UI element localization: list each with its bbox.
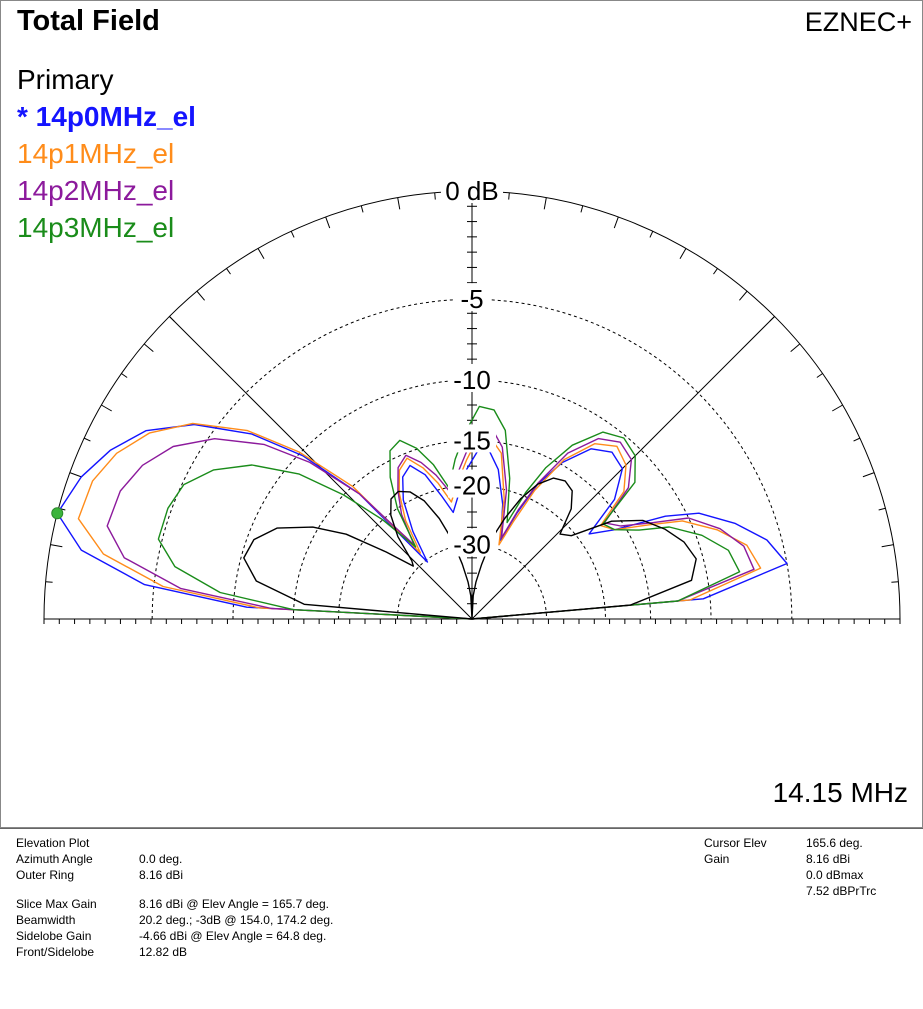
ring-label: -30	[453, 529, 491, 559]
polar-grid	[43, 190, 901, 624]
ring-tick	[257, 248, 265, 259]
ring-tick	[45, 581, 53, 583]
info-label: Azimuth Angle	[16, 852, 93, 866]
plot-area[interactable]: 0 dB -5 -10 -15 -20 -30 Total Field EZNEC+ Pr…	[0, 0, 923, 828]
ring-tick	[790, 343, 801, 352]
ring-tick	[649, 230, 654, 238]
elevation-polar-chart[interactable]: 0 dB -5 -10 -15 -20 -30	[1, 1, 922, 827]
ring-tick	[580, 205, 584, 213]
ring-tick	[891, 581, 899, 583]
info-value: 12.82 dB	[139, 945, 188, 959]
info-left-labels: Elevation Plot Azimuth Angle Outer Ring …	[16, 835, 136, 960]
ring-label-bg	[448, 364, 496, 393]
frequency-label: 14.15 MHz	[772, 777, 908, 808]
info-label: Slice Max Gain	[16, 897, 97, 911]
grid-ring	[232, 379, 712, 620]
ring-tick	[679, 248, 687, 259]
ring-tick	[816, 373, 823, 378]
ring-label: 0 dB	[445, 176, 499, 206]
ring-tick	[543, 197, 547, 210]
info-label	[704, 867, 804, 883]
grid-ring	[151, 298, 793, 620]
legend-primary-label: Primary	[17, 64, 114, 95]
legend-item[interactable]: * 14p0MHz_el	[17, 101, 196, 132]
info-panel: Elevation Plot Azimuth Angle Outer Ring …	[0, 828, 923, 1009]
info-value: 0.0 deg.	[139, 852, 183, 866]
ring-label-bg	[448, 528, 496, 557]
info-label: Cursor Elev	[704, 836, 767, 850]
ring-tick	[739, 290, 748, 301]
ring-tick	[83, 437, 91, 442]
grid-spoke	[471, 316, 775, 620]
ring-tick	[290, 230, 295, 238]
ring-tick	[832, 404, 843, 412]
legend-item[interactable]: 14p1MHz_el	[17, 138, 175, 169]
info-value: 0.0 dBmax	[806, 868, 864, 882]
ring-tick	[862, 472, 875, 478]
ring-tick	[713, 268, 718, 275]
info-value: 165.6 deg.	[806, 836, 863, 850]
ring-tick	[397, 197, 401, 210]
info-value: 20.2 deg.; -3dB @ 154.0, 174.2 deg.	[139, 913, 334, 927]
trace-14p1MHz_el	[77, 422, 762, 620]
ring-tick	[121, 373, 128, 378]
info-label: Beamwidth	[16, 913, 76, 927]
ring-tick	[613, 216, 619, 229]
ring-tick	[325, 216, 331, 229]
info-label: Elevation Plot	[16, 836, 90, 850]
info-value	[139, 835, 499, 851]
ring-tick	[143, 343, 154, 352]
ring-label: -10	[453, 365, 491, 395]
ring-tick	[196, 290, 205, 301]
ring-tick	[360, 205, 364, 213]
ring-tick	[434, 192, 436, 200]
cursor-dot	[51, 507, 64, 520]
pattern-traces	[56, 405, 788, 620]
ring-label: -15	[453, 425, 491, 455]
app-brand: EZNEC+	[804, 7, 912, 37]
ring-label-bg	[441, 175, 503, 203]
ring-label: -20	[453, 471, 491, 501]
info-label	[704, 883, 804, 899]
grid-ring	[292, 439, 652, 620]
info-label: Gain	[704, 852, 730, 866]
ring-tick	[769, 316, 775, 322]
info-value: 7.52 dBPrTrc	[806, 884, 877, 898]
trace-reference	[243, 477, 697, 620]
ring-label: -5	[460, 284, 483, 314]
legend: Primary * 14p0MHz_el 14p1MHz_el 14p2MHz_…	[17, 61, 196, 246]
info-value: 8.16 dBi @ Elev Angle = 165.7 deg.	[139, 897, 329, 911]
info-label: Outer Ring	[16, 868, 75, 882]
trace-14p2MHz_el	[106, 426, 755, 620]
ring-tick	[226, 268, 231, 275]
grid-ring	[338, 485, 606, 620]
info-label: Front/Sidelobe	[16, 945, 95, 959]
plot-title: Total Field	[17, 5, 160, 37]
info-left-values: 0.0 deg. 8.16 dBi 8.16 dBi @ Elev Angle …	[139, 835, 499, 960]
ring-tick	[50, 544, 63, 548]
ring-tick	[169, 316, 175, 322]
ring-label-bg	[448, 424, 496, 453]
ring-label-bg	[448, 469, 496, 498]
ring-labels: 0 dB -5 -10 -15 -20 -30	[441, 175, 503, 559]
info-value: -4.66 dBi @ Elev Angle = 64.8 deg.	[139, 929, 327, 943]
ring-tick	[853, 437, 861, 442]
info-value: 8.16 dBi	[139, 868, 184, 882]
ring-tick	[508, 192, 510, 200]
cursor-marker	[51, 507, 64, 520]
info-right-values: 165.6 deg. 8.16 dBi 0.0 dBmax 7.52 dBPrT…	[806, 835, 916, 899]
legend-item[interactable]: 14p2MHz_el	[17, 175, 175, 206]
legend-item[interactable]: 14p3MHz_el	[17, 212, 175, 243]
ring-tick	[881, 544, 894, 548]
ring-tick	[878, 507, 886, 511]
info-right-labels: Cursor Elev Gain	[704, 835, 804, 899]
ring-label-bg	[455, 283, 489, 312]
ring-tick	[69, 472, 82, 478]
info-label: Sidelobe Gain	[16, 929, 92, 943]
ring-tick	[101, 404, 112, 412]
info-value: 8.16 dBi	[806, 852, 851, 866]
